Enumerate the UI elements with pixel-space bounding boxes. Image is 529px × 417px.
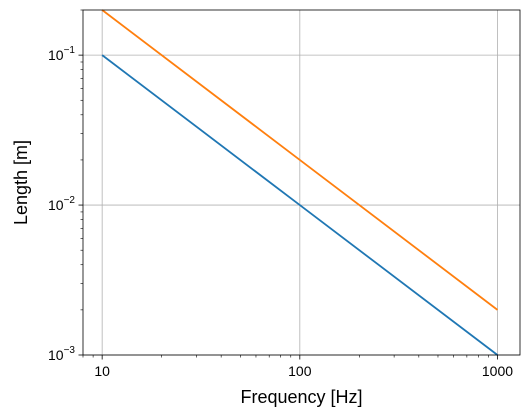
plot-frame	[82, 9, 521, 356]
plot-area	[83, 10, 520, 355]
series-line-1	[101, 54, 499, 356]
y-tick-label: 10−3	[48, 345, 75, 363]
major-ticks	[78, 54, 498, 360]
x-tick-label: 1000	[482, 363, 513, 379]
y-tick-label: 10−1	[48, 45, 75, 63]
series-lines	[101, 9, 499, 356]
tick-labels: 10 100 1000 10−3 10−2 10−1	[48, 45, 513, 379]
minor-ticks	[80, 9, 489, 358]
series-line-2	[101, 9, 499, 311]
x-tick-label: 100	[288, 363, 312, 379]
x-axis-label: Frequency [Hz]	[240, 387, 362, 407]
x-tick-label: 10	[94, 363, 110, 379]
y-axis-label: Length [m]	[11, 140, 31, 225]
y-tick-label: 10−2	[48, 195, 75, 213]
